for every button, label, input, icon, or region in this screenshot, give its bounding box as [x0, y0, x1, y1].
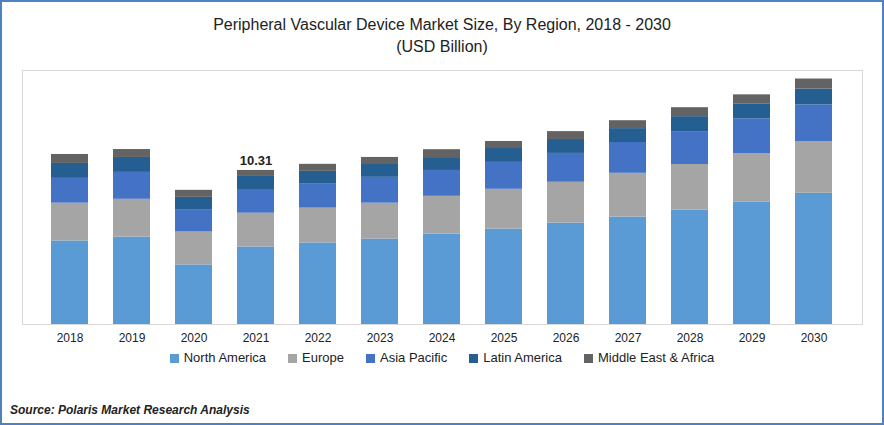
html-text:Asia Pacific: Asia Pacific — [380, 350, 448, 365]
svg-text:2020: 2020 — [181, 331, 208, 345]
svg-text:2026: 2026 — [553, 331, 580, 345]
svg-text:2023: 2023 — [367, 331, 394, 345]
svg-text:2025: 2025 — [491, 331, 518, 345]
svg-text:2028: 2028 — [677, 331, 704, 345]
svg-text:2021: 2021 — [243, 331, 270, 345]
html-text:Source: Polaris Market Researc: Source: Polaris Market Research Analysis — [10, 403, 250, 417]
html-text:Latin America: Latin America — [483, 350, 562, 365]
svg-text:2022: 2022 — [305, 331, 332, 345]
svg-text:2027: 2027 — [615, 331, 642, 345]
html-text:Europe: Europe — [302, 350, 344, 365]
svg-text:2024: 2024 — [429, 331, 456, 345]
svg-text:2019: 2019 — [119, 331, 146, 345]
svg-text:10.31: 10.31 — [240, 153, 273, 168]
html-text:(USD Billion): (USD Billion) — [396, 38, 488, 55]
svg-text:2030: 2030 — [801, 331, 828, 345]
html-text:Peripheral Vascular Device Mar: Peripheral Vascular Device Market Size, … — [213, 16, 671, 33]
html-text:North America: North America — [183, 350, 267, 365]
svg-text:2029: 2029 — [739, 331, 766, 345]
svg-text:2018: 2018 — [57, 331, 84, 345]
html-text:Middle East & Africa: Middle East & Africa — [598, 350, 715, 365]
